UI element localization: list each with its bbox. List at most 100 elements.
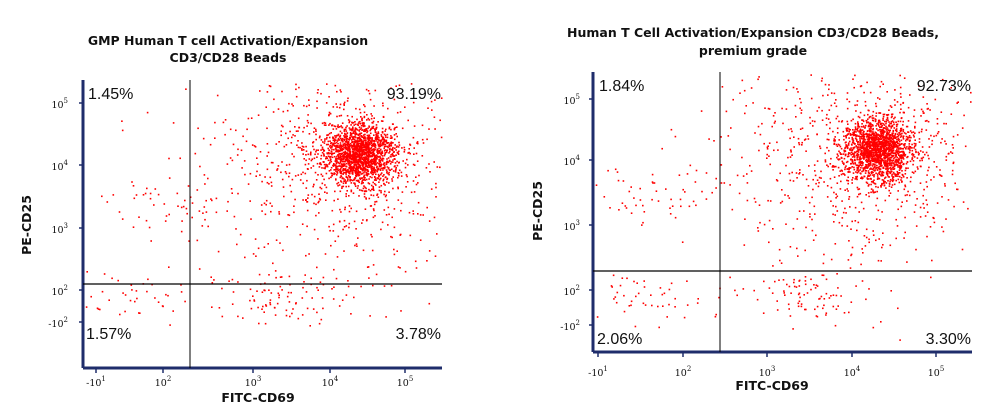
event-dot (131, 181, 133, 183)
event-dot (321, 297, 324, 299)
event-dot (833, 138, 835, 140)
event-dot (346, 158, 348, 161)
event-dot (864, 100, 867, 103)
event-dot (847, 176, 849, 179)
event-dot (889, 134, 892, 136)
event-dot (101, 195, 103, 198)
event-dot (892, 137, 895, 139)
event-dot (874, 161, 876, 163)
event-dot (875, 152, 878, 154)
event-dot (798, 300, 801, 303)
event-dot (380, 191, 382, 194)
event-dot (882, 151, 884, 153)
event-dot (366, 129, 368, 132)
event-dot (343, 138, 346, 141)
event-dot (870, 134, 873, 137)
event-dot (824, 160, 827, 163)
event-dot (419, 239, 422, 241)
event-dot (338, 139, 340, 141)
event-dot (378, 136, 380, 139)
event-dot (261, 180, 263, 183)
event-dot (879, 151, 882, 154)
event-dot (922, 151, 924, 153)
event-dot (258, 273, 261, 276)
event-dot (663, 292, 666, 295)
event-dot (863, 175, 866, 178)
event-dot (885, 142, 888, 145)
event-dot (378, 139, 380, 141)
event-dot (385, 194, 387, 196)
event-dot (847, 168, 849, 170)
event-dot (808, 165, 810, 167)
event-dot (435, 186, 437, 189)
event-dot (337, 134, 339, 137)
event-dot (871, 165, 874, 167)
event-dot (890, 145, 893, 148)
event-dot (378, 186, 381, 188)
event-dot (385, 316, 387, 318)
event-dot (893, 117, 895, 120)
event-dot (362, 123, 364, 125)
event-dot (870, 125, 873, 128)
event-dot (768, 155, 770, 157)
event-dot (372, 154, 375, 156)
event-dot (397, 176, 399, 179)
event-dot (838, 175, 840, 177)
event-dot (857, 146, 860, 148)
event-dot (661, 147, 663, 150)
event-dot (875, 102, 877, 105)
event-dot (668, 303, 670, 306)
event-dot (814, 120, 816, 123)
event-dot (400, 171, 403, 174)
event-dot (888, 134, 890, 136)
event-dot (327, 159, 330, 162)
event-dot (637, 292, 640, 295)
event-dot (203, 174, 206, 176)
event-dot (851, 220, 853, 223)
event-dot (872, 169, 875, 171)
event-dot (850, 228, 852, 230)
event-dot (888, 143, 891, 146)
event-dot (345, 126, 347, 129)
event-dot (895, 218, 897, 221)
event-dot (867, 174, 870, 177)
event-dot (354, 127, 357, 129)
event-dot (686, 280, 688, 282)
event-dot (901, 161, 903, 163)
event-dot (830, 104, 833, 107)
event-dot (355, 173, 358, 176)
event-dot (923, 188, 925, 191)
event-dot (407, 119, 409, 122)
event-dot (886, 174, 889, 177)
event-dot (835, 99, 837, 101)
event-dot (340, 159, 342, 162)
event-dot (339, 150, 341, 153)
event-dot (290, 142, 293, 144)
event-dot (926, 119, 928, 122)
event-dot (348, 127, 351, 129)
event-dot (847, 153, 850, 156)
event-dot (396, 111, 399, 114)
event-dot (896, 142, 899, 145)
event-dot (785, 223, 787, 225)
event-dot (333, 155, 336, 158)
event-dot (379, 144, 382, 146)
event-dot (919, 165, 922, 168)
event-dot (886, 164, 888, 166)
event-dot (880, 148, 882, 151)
event-dot (320, 154, 323, 157)
event-dot (897, 134, 900, 137)
event-dot (362, 142, 365, 144)
event-dot (922, 96, 925, 98)
event-dot (342, 156, 344, 158)
event-dot (367, 172, 370, 175)
event-dot (317, 201, 319, 204)
event-dot (772, 115, 775, 117)
event-dot (771, 292, 774, 294)
event-dot (374, 176, 376, 179)
event-dot (357, 155, 359, 157)
event-dot (352, 192, 355, 194)
event-dot (370, 142, 373, 145)
event-dot (885, 168, 887, 170)
event-dot (333, 169, 335, 171)
